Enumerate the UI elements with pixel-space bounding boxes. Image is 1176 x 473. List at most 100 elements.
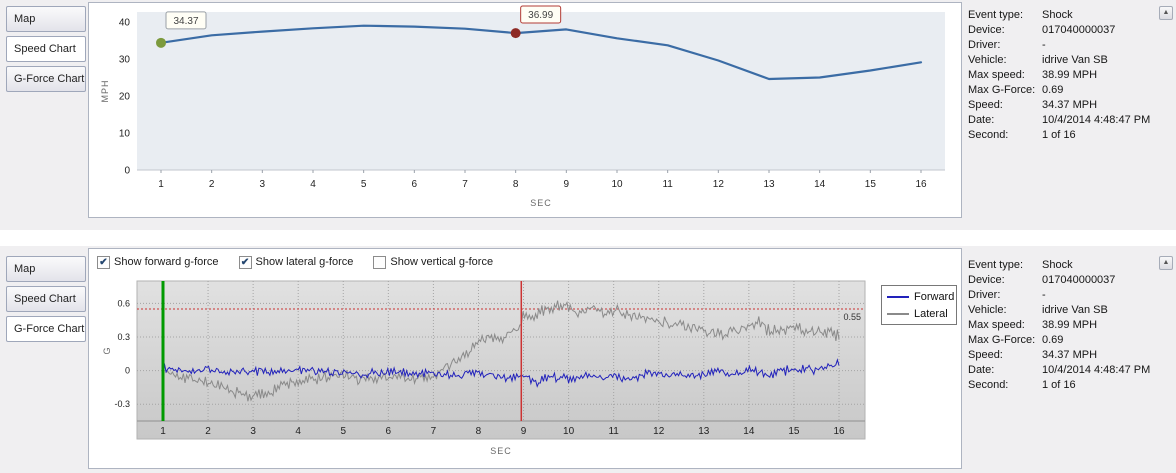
event-detail-row: Event type: Shock bbox=[968, 8, 1153, 23]
detail-value: 1 of 16 bbox=[1042, 129, 1076, 141]
speed-plot-area bbox=[137, 12, 945, 170]
event-detail-row: Speed: 34.37 MPH bbox=[968, 348, 1153, 363]
checked-checkbox-icon[interactable]: ✔ bbox=[238, 255, 252, 269]
series-line-lateral bbox=[162, 300, 840, 402]
legend-item-forward: Forward bbox=[887, 290, 954, 303]
speed-line bbox=[159, 24, 923, 81]
event-detail-row: Second: 1 of 16 bbox=[968, 128, 1153, 143]
speed-annotation-box bbox=[520, 5, 562, 24]
speed-annotation-label: 34.37 bbox=[173, 16, 198, 27]
tab-map[interactable]: Map bbox=[6, 256, 86, 282]
x-tick-label: 8 bbox=[513, 179, 519, 190]
detail-label: Device: bbox=[968, 274, 1005, 286]
x-tick-label: 6 bbox=[412, 179, 418, 190]
x-tick-label: 7 bbox=[431, 426, 437, 437]
tab-speed-chart[interactable]: Speed Chart bbox=[6, 36, 86, 62]
detail-label: Event type: bbox=[968, 9, 1024, 21]
scroll-up-icon[interactable]: ▲ bbox=[1159, 6, 1173, 20]
x-tick-label: 7 bbox=[462, 179, 468, 190]
x-tick-label: 2 bbox=[205, 426, 211, 437]
tab-speed-chart[interactable]: Speed Chart bbox=[6, 286, 86, 312]
detail-value: 10/4/2014 4:48:47 PM bbox=[1042, 114, 1151, 126]
x-tick-label: 8 bbox=[476, 426, 482, 437]
checkbox-label: Show lateral g-force bbox=[255, 256, 354, 268]
x-tick-label: 9 bbox=[521, 426, 527, 437]
event-details-top: Event type: Shock Device: 017040000037 Drive… bbox=[968, 8, 1153, 143]
speed-annotation-label: 36.99 bbox=[528, 10, 553, 21]
detail-value: 017040000037 bbox=[1042, 24, 1116, 36]
checkbox-show-lateral-g-force[interactable]: ✔ Show lateral g-force bbox=[238, 255, 354, 269]
legend-line-sample bbox=[887, 295, 909, 298]
event-detail-row: Device: 017040000037 bbox=[968, 23, 1153, 38]
scroll-up-icon[interactable]: ▲ bbox=[1159, 256, 1173, 270]
detail-label: Vehicle: bbox=[968, 304, 1007, 316]
detail-value: 0.69 bbox=[1042, 84, 1064, 96]
x-tick-label: 3 bbox=[260, 179, 266, 190]
x-tick-label: 11 bbox=[662, 179, 673, 190]
tab-g-force-chart[interactable]: G-Force Chart bbox=[6, 66, 86, 92]
x-axis-title: SEC bbox=[490, 446, 512, 456]
detail-label: Speed: bbox=[968, 349, 1003, 361]
unchecked-checkbox-icon[interactable] bbox=[373, 255, 387, 269]
y-tick-label: 0 bbox=[125, 366, 130, 376]
detail-label: Device: bbox=[968, 24, 1005, 36]
detail-label: Speed: bbox=[968, 99, 1003, 111]
x-tick-label: 10 bbox=[563, 426, 575, 437]
tab-g-force-chart[interactable]: G-Force Chart bbox=[6, 316, 86, 342]
event-detail-row: Max speed: 38.99 MPH bbox=[968, 318, 1153, 333]
detail-label: Max G-Force: bbox=[968, 334, 1036, 346]
x-tick-label: 12 bbox=[713, 179, 725, 190]
event-detail-row: Driver: - bbox=[968, 288, 1153, 303]
checkbox-show-vertical-g-force[interactable]: Show vertical g-force bbox=[373, 255, 493, 269]
detail-value: 38.99 MPH bbox=[1042, 319, 1098, 331]
event-detail-row: Vehicle: idrive Van SB bbox=[968, 53, 1153, 68]
detail-value: - bbox=[1042, 39, 1046, 51]
g-force-plot-area bbox=[136, 280, 866, 440]
x-tick-label: 4 bbox=[310, 179, 316, 190]
x-tick-label: 15 bbox=[865, 179, 877, 190]
event-detail-row: Driver: - bbox=[968, 38, 1153, 53]
x-tick-label: 11 bbox=[608, 426, 619, 437]
x-tick-label: 15 bbox=[788, 426, 800, 437]
y-tick-label: -0.3 bbox=[114, 399, 130, 409]
event-detail-row: Speed: 34.37 MPH bbox=[968, 98, 1153, 113]
g-force-chart: 0.60.30-0.31 2 3 4 5 6 7 8 9 10 11 12 13 14 15 160.55GS… bbox=[102, 280, 866, 456]
detail-label: Date: bbox=[968, 114, 995, 126]
detail-value: 0.69 bbox=[1042, 334, 1064, 346]
event-detail-row: Vehicle: idrive Van SB bbox=[968, 303, 1153, 318]
g-force-legend: Forward Lateral bbox=[881, 285, 957, 325]
x-tick-label: 9 bbox=[564, 179, 570, 190]
event-details-bottom: Event type: Shock Device: 017040000037 Drive… bbox=[968, 258, 1153, 393]
y-tick-label: 10 bbox=[119, 129, 131, 140]
legend-line-sample bbox=[887, 312, 909, 315]
x-tick-label: 13 bbox=[763, 179, 775, 190]
detail-value: 34.37 MPH bbox=[1042, 99, 1098, 111]
x-tick-label: 3 bbox=[250, 426, 256, 437]
x-tick-label: 6 bbox=[386, 426, 392, 437]
detail-label: Second: bbox=[968, 129, 1009, 141]
checkbox-show-forward-g-force[interactable]: ✔ Show forward g-force bbox=[97, 255, 219, 269]
x-tick-label: 5 bbox=[361, 179, 367, 190]
checked-checkbox-icon[interactable]: ✔ bbox=[97, 255, 110, 269]
x-tick-label: 16 bbox=[833, 426, 845, 437]
threshold-label: 0.55 bbox=[843, 312, 861, 322]
event-detail-row: Second: 1 of 16 bbox=[968, 378, 1153, 393]
tab-map[interactable]: Map bbox=[6, 6, 86, 32]
speed-marker-dot bbox=[156, 37, 166, 48]
detail-value: 34.37 MPH bbox=[1042, 349, 1098, 361]
x-tick-label: 14 bbox=[814, 179, 826, 190]
detail-label: Max G-Force: bbox=[968, 84, 1036, 96]
speed-annotation-box bbox=[165, 11, 207, 30]
g-force-checkbox-row: ✔ Show forward g-force ✔ Show lateral g-for… bbox=[97, 253, 493, 271]
event-detail-row: Date: 10/4/2014 4:48:47 PM bbox=[968, 363, 1153, 378]
x-tick-label: 14 bbox=[743, 426, 755, 437]
x-axis-title: SEC bbox=[530, 198, 552, 208]
x-tick-label: 10 bbox=[611, 179, 623, 190]
y-tick-label: 0 bbox=[124, 166, 130, 177]
y-axis-title: G bbox=[102, 347, 112, 354]
event-detail-row: Max G-Force: 0.69 bbox=[968, 83, 1153, 98]
x-tick-label: 5 bbox=[340, 426, 346, 437]
tab-list-bottom: Map Speed Chart G-Force Chart bbox=[6, 256, 86, 346]
checkbox-label: Show forward g-force bbox=[114, 256, 219, 268]
